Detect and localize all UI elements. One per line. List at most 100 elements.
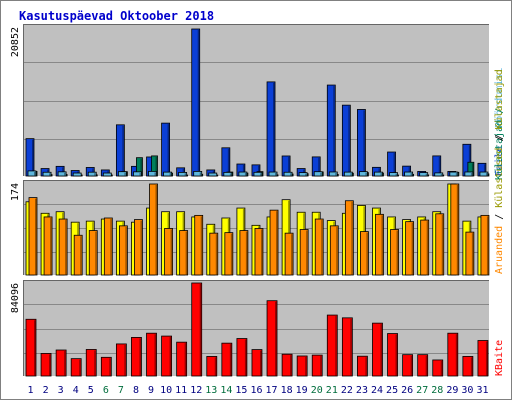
kbytes-bar-shade bbox=[290, 355, 292, 376]
hits-bar-shade bbox=[124, 172, 126, 176]
kbytes-bar-body bbox=[387, 333, 398, 377]
kbytes-bar-shade bbox=[470, 357, 473, 376]
x-tick-label: 24 bbox=[371, 385, 383, 396]
reports-bar bbox=[58, 218, 68, 276]
kbytes-bar-body bbox=[462, 356, 474, 377]
kbytes-bar bbox=[357, 355, 368, 377]
kbytes-bar-body bbox=[191, 282, 203, 377]
kbytes-bar-body bbox=[176, 341, 188, 377]
hits-bar-body bbox=[313, 171, 323, 177]
hits-bar-body bbox=[223, 172, 233, 177]
files-bar-shade bbox=[348, 106, 350, 176]
x-tick-label: 4 bbox=[73, 385, 79, 396]
x-tick-label: 31 bbox=[476, 385, 488, 396]
files-bar-shade bbox=[318, 157, 320, 176]
reports-bar-shade bbox=[65, 220, 67, 275]
files-bar-shade bbox=[242, 165, 245, 176]
hits-bar-shade bbox=[425, 173, 428, 176]
x-tick-label: 16 bbox=[250, 385, 262, 396]
hits-bar-shade bbox=[154, 172, 157, 176]
reports-bar bbox=[103, 217, 113, 276]
hits-bar bbox=[434, 172, 444, 177]
reports-bar-body bbox=[314, 218, 324, 276]
reports-bar-shade bbox=[276, 211, 278, 275]
hits-bar-shade bbox=[440, 173, 443, 176]
files-bar-shade bbox=[167, 124, 170, 176]
hits-bar-shade bbox=[64, 172, 66, 176]
hits-bar-shade bbox=[169, 173, 172, 176]
kbytes-bar-shade bbox=[305, 356, 307, 376]
kbytes-bar bbox=[146, 332, 157, 377]
hits-bar-shade bbox=[485, 173, 488, 176]
hits-bar-body bbox=[374, 171, 383, 177]
reports-bar-shade bbox=[80, 236, 82, 275]
kbytes-bar bbox=[326, 314, 338, 377]
kbytes-bar bbox=[387, 333, 398, 377]
reports-bar bbox=[269, 209, 279, 276]
kbytes-bar bbox=[236, 338, 248, 377]
kbytes-bar bbox=[115, 343, 127, 377]
kbytes-bar-shade bbox=[79, 359, 81, 376]
files-bar bbox=[161, 122, 170, 177]
reports-bar-body bbox=[239, 230, 249, 276]
x-tick-label: 17 bbox=[266, 385, 278, 396]
x-tick-label: 1 bbox=[28, 385, 34, 396]
top-axis-title-separator: / bbox=[494, 128, 505, 146]
reports-bar bbox=[134, 219, 143, 276]
reports-bar bbox=[405, 221, 415, 276]
x-tick-label: 12 bbox=[190, 385, 202, 396]
hits-bar bbox=[163, 171, 172, 177]
reports-bar bbox=[390, 229, 399, 276]
x-tick-label: 30 bbox=[461, 385, 473, 396]
middle-axis-title-separator: / bbox=[494, 129, 505, 147]
hits-bar-body bbox=[163, 171, 172, 177]
reports-bar-body bbox=[43, 216, 53, 276]
reports-bar bbox=[360, 231, 369, 276]
reports-bar-shade bbox=[306, 230, 308, 275]
hits-bar-body bbox=[268, 171, 278, 177]
reports-bar-shade bbox=[471, 233, 474, 275]
reports-bar-body bbox=[405, 221, 415, 276]
reports-bar-body bbox=[480, 214, 490, 276]
kbytes-bar-body bbox=[85, 349, 97, 377]
reports-bar bbox=[73, 234, 83, 276]
kbytes-bar bbox=[372, 322, 383, 377]
reports-bar-body bbox=[254, 228, 264, 276]
top-axis-title-visitors: Külastajad / bbox=[494, 108, 505, 180]
reports-bar-body bbox=[149, 183, 158, 276]
reports-bar-shade bbox=[351, 201, 353, 275]
files-bar bbox=[357, 109, 366, 177]
kbytes-bar-shade bbox=[184, 343, 187, 376]
hits-bar-body bbox=[434, 172, 444, 177]
kbytes-bar-body bbox=[341, 317, 353, 377]
reports-bar bbox=[28, 197, 38, 276]
x-tick-label: 19 bbox=[296, 385, 308, 396]
kbytes-bar-body bbox=[25, 318, 37, 377]
reports-bar-shade bbox=[125, 226, 127, 275]
kbytes-bar-shade bbox=[455, 334, 458, 376]
kbytes-bar-shade bbox=[395, 334, 398, 376]
hits-bar bbox=[283, 171, 293, 177]
kbytes-bar-shade bbox=[365, 357, 367, 376]
kbytes-bar-body bbox=[296, 355, 308, 377]
panel-files-hits: 20852 bbox=[10, 24, 490, 177]
hits-bar bbox=[268, 171, 278, 177]
hits-bar bbox=[359, 171, 368, 177]
hits-bar bbox=[238, 171, 248, 177]
kbytes-bar-body bbox=[236, 338, 248, 377]
kbytes-bar-shade bbox=[229, 344, 232, 376]
reports-bar-shade bbox=[215, 234, 218, 275]
reports-bar-body bbox=[269, 209, 279, 276]
reports-bar-body bbox=[360, 231, 369, 276]
kbytes-bar-body bbox=[432, 359, 444, 377]
reports-bar-body bbox=[299, 229, 309, 276]
files-bar-shade bbox=[257, 165, 260, 176]
kbytes-bar bbox=[402, 354, 414, 377]
kbytes-bar-shade bbox=[169, 337, 172, 376]
hits-bar bbox=[253, 171, 263, 177]
reports-bar bbox=[209, 232, 219, 276]
files-bar bbox=[191, 28, 201, 177]
hits-bar-body bbox=[389, 172, 398, 177]
hits-bar-shade bbox=[259, 173, 262, 176]
kbytes-bar-shade bbox=[440, 360, 443, 376]
